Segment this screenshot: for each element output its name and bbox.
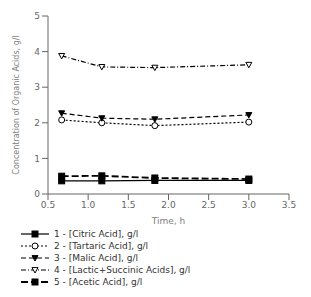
svg-text:1.5: 1.5 xyxy=(121,200,135,210)
svg-text:5: 5 xyxy=(34,11,40,21)
svg-text:2.5: 2.5 xyxy=(202,200,216,210)
svg-text:Time, h: Time, h xyxy=(151,216,185,226)
html-text:4 - [Lactic+Succinic Acids], g: 4 - [Lactic+Succinic Acids], g/l xyxy=(54,265,191,275)
svg-text:Concentration of Organic Acids: Concentration of Organic Acids, g/l xyxy=(12,35,21,174)
svg-text:1: 1 xyxy=(34,154,40,164)
svg-text:3.0: 3.0 xyxy=(242,200,257,210)
html-text:5 - [Acetic Acid], g/l: 5 - [Acetic Acid], g/l xyxy=(54,277,143,287)
svg-text:1.0: 1.0 xyxy=(81,200,96,210)
svg-text:3.5: 3.5 xyxy=(282,200,296,210)
svg-text:0.5: 0.5 xyxy=(41,200,55,210)
svg-text:2.0: 2.0 xyxy=(161,200,176,210)
svg-text:2: 2 xyxy=(34,118,40,128)
html-text:2 - [Tartaric Acid], g/l: 2 - [Tartaric Acid], g/l xyxy=(54,241,149,251)
svg-text:3: 3 xyxy=(34,82,40,92)
svg-text:0: 0 xyxy=(34,189,40,199)
html-text:1 - [Citric Acid], g/l: 1 - [Citric Acid], g/l xyxy=(54,229,139,239)
svg-text:4: 4 xyxy=(34,47,40,57)
html-text:3 - [Malic Acid], g/l: 3 - [Malic Acid], g/l xyxy=(54,253,138,263)
